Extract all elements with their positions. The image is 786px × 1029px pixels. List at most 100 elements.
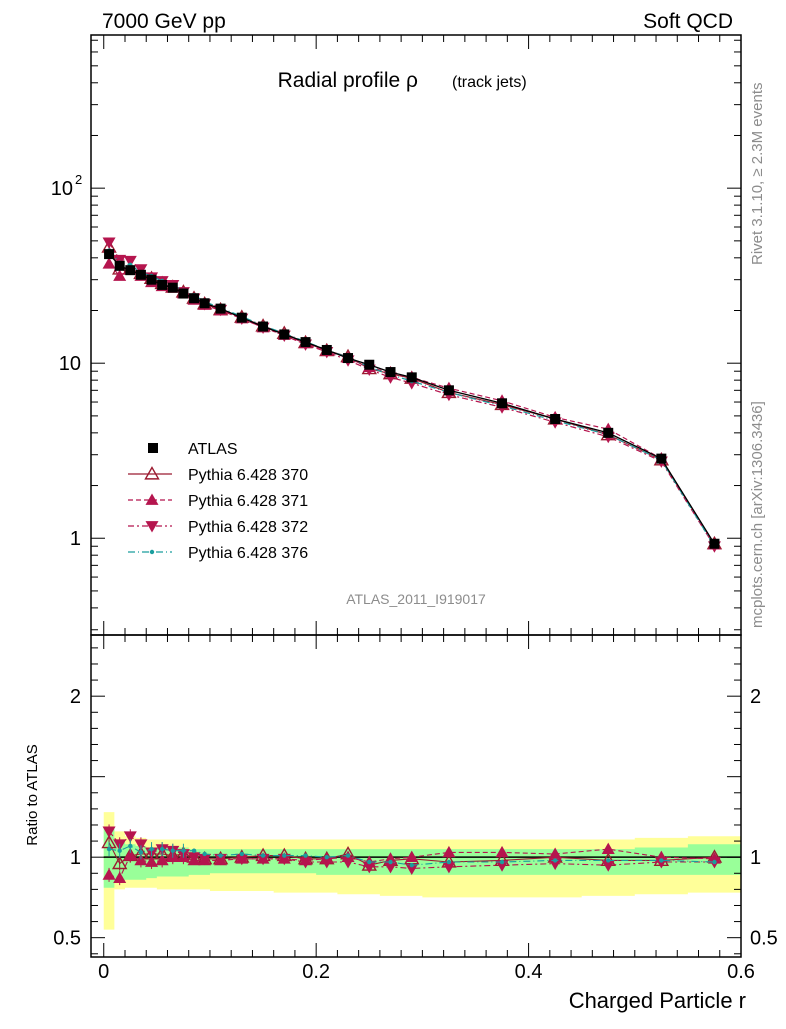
ratio-3-point xyxy=(181,848,186,853)
series-2-point xyxy=(102,237,116,249)
ratio-panel-bands xyxy=(103,812,741,930)
atlas-data-point xyxy=(189,293,200,304)
header-left: 7000 GeV pp xyxy=(102,10,226,33)
x-tick-label: 0.6 xyxy=(727,961,755,983)
atlas-data-point xyxy=(279,329,290,340)
ratio-3-point xyxy=(388,859,393,865)
ratio-3-point xyxy=(106,846,112,852)
atlas-data-point xyxy=(406,372,417,383)
ratio-3-point xyxy=(409,863,414,868)
ratio-y-tick-label: 1 xyxy=(70,847,81,869)
ratio-1-point xyxy=(548,847,562,859)
legend-label-1: Pythia 6.428 370 xyxy=(188,467,308,484)
ratio-panel-axes: 0.5 0.5 1 1 2 2 0 0.2 0.4 0.6 xyxy=(53,634,778,983)
atlas-data-point xyxy=(364,359,375,370)
y-tick-label-exponent: 2 xyxy=(75,172,82,187)
ratio-panel-series xyxy=(101,824,723,886)
atlas-data-point xyxy=(656,453,667,464)
series-1-point xyxy=(113,269,127,281)
ratio-3-point xyxy=(260,853,266,858)
ratio-1-point xyxy=(113,871,127,883)
ratio-0-point xyxy=(111,855,128,870)
ratio-2-point xyxy=(256,853,270,866)
legend-label-4: Pythia 6.428 376 xyxy=(188,545,308,562)
ratio-1-point xyxy=(384,852,398,864)
ratio-3-point xyxy=(149,846,154,852)
legend-marker-1 xyxy=(144,466,160,480)
ratio-3-point xyxy=(712,859,717,865)
ratio-2-point xyxy=(235,853,249,866)
ratio-2-point xyxy=(214,853,228,866)
y-tick-label: 10 xyxy=(51,178,73,200)
legend-label-3: Pythia 6.428 372 xyxy=(188,519,308,536)
atlas-data-point xyxy=(343,353,354,364)
ratio-2-point xyxy=(341,857,355,869)
analysis-tag: ATLAS_2011_I919017 xyxy=(346,591,486,607)
ratio-1-point xyxy=(102,868,116,880)
atlas-data-point xyxy=(167,282,178,293)
ratio-3-point xyxy=(446,859,452,865)
x-tick-label: 0 xyxy=(98,961,109,983)
atlas-data-point xyxy=(258,321,269,332)
atlas-data-point xyxy=(114,260,125,271)
ratio-3-point xyxy=(659,858,664,863)
legend-marker-2 xyxy=(145,493,159,505)
ratio-2-point xyxy=(495,860,509,872)
ratio-2-point xyxy=(405,863,419,875)
mcplots-label: mcplots.cern.ch [arXiv:1306.3436] xyxy=(749,401,766,628)
ratio-1-point xyxy=(405,850,419,863)
x-axis-label: Charged Particle r xyxy=(569,988,746,1013)
x-tick-label: 0.2 xyxy=(302,961,330,983)
rivet-label: Rivet 3.1.10, ≥ 2.3M events xyxy=(749,83,766,266)
ratio-1-point xyxy=(495,845,509,858)
atlas-data-point xyxy=(146,274,157,285)
ratio-1-point xyxy=(442,845,456,858)
legend-label-0: ATLAS xyxy=(188,441,238,458)
ratio-2-point xyxy=(320,857,334,869)
ratio-3-point xyxy=(117,848,122,853)
ratio-2-point xyxy=(299,857,313,869)
atlas-data-point xyxy=(443,385,454,396)
series-2-point xyxy=(123,255,137,268)
atlas-data-point xyxy=(215,303,226,314)
ratio-3-point xyxy=(367,859,372,865)
ratio-3-point xyxy=(202,851,207,857)
ratio-y-tick-label: 2 xyxy=(70,686,81,708)
atlas-data-point xyxy=(199,298,210,309)
ratio-2-point xyxy=(187,852,201,864)
ratio-2-point xyxy=(123,831,137,843)
atlas-data-point xyxy=(603,427,614,438)
ratio-3-point xyxy=(324,854,329,860)
ratio-3-point xyxy=(128,843,133,849)
header-right: Soft QCD xyxy=(643,10,733,33)
atlas-data-point xyxy=(321,344,332,355)
atlas-data-point xyxy=(497,398,508,409)
ratio-2-point xyxy=(102,826,116,838)
ratio-1-point xyxy=(155,853,169,866)
ratio-y-axis-label: Ratio to ATLAS xyxy=(24,744,41,845)
legend-label-2: Pythia 6.428 371 xyxy=(188,493,308,510)
legend-marker-atlas xyxy=(148,443,158,453)
ratio-3-point xyxy=(499,859,505,865)
stat-uncertainty-band xyxy=(103,828,741,888)
ratio-2-point xyxy=(277,853,291,866)
ratio-3-point xyxy=(282,853,287,858)
ratio-3-point xyxy=(239,851,245,857)
atlas-data-point xyxy=(104,249,115,260)
ratio-3-point xyxy=(303,853,308,858)
legend-marker-4 xyxy=(149,549,155,555)
ratio-2-point xyxy=(134,839,148,851)
ratio-1-point xyxy=(601,842,615,855)
ratio-y-tick-label-right: 2 xyxy=(750,686,761,708)
ratio-1-point xyxy=(123,849,137,861)
chart-title-suffix: (track jets) xyxy=(452,74,527,91)
atlas-data-point xyxy=(236,312,247,323)
ratio-panel-frame xyxy=(90,634,742,958)
ratio-3-point xyxy=(191,848,197,853)
atlas-data-point xyxy=(178,288,189,299)
atlas-data-point xyxy=(550,413,561,424)
ratio-3-point xyxy=(552,858,558,863)
legend: ATLAS Pythia 6.428 370 Pythia 6.428 371 Pyt… xyxy=(128,441,308,562)
ratio-2-point xyxy=(601,860,615,872)
